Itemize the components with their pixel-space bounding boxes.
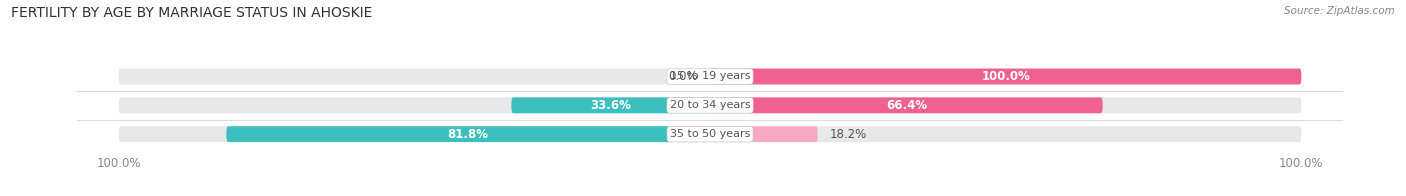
FancyBboxPatch shape <box>710 126 818 142</box>
Text: 66.4%: 66.4% <box>886 99 927 112</box>
Text: 81.8%: 81.8% <box>447 128 489 141</box>
Text: 33.6%: 33.6% <box>591 99 631 112</box>
FancyBboxPatch shape <box>226 126 710 142</box>
FancyBboxPatch shape <box>118 97 1302 113</box>
FancyBboxPatch shape <box>710 69 1302 84</box>
Text: 18.2%: 18.2% <box>830 128 866 141</box>
FancyBboxPatch shape <box>710 97 1102 113</box>
Text: Source: ZipAtlas.com: Source: ZipAtlas.com <box>1284 6 1395 16</box>
Legend: Married, Unmarried: Married, Unmarried <box>627 195 793 196</box>
FancyBboxPatch shape <box>118 126 1302 142</box>
Text: FERTILITY BY AGE BY MARRIAGE STATUS IN AHOSKIE: FERTILITY BY AGE BY MARRIAGE STATUS IN A… <box>11 6 373 20</box>
Text: 35 to 50 years: 35 to 50 years <box>669 129 751 139</box>
Text: 15 to 19 years: 15 to 19 years <box>669 72 751 82</box>
Text: 20 to 34 years: 20 to 34 years <box>669 100 751 110</box>
Text: 0.0%: 0.0% <box>669 70 699 83</box>
FancyBboxPatch shape <box>512 97 710 113</box>
FancyBboxPatch shape <box>118 69 1302 84</box>
Text: 100.0%: 100.0% <box>981 70 1031 83</box>
